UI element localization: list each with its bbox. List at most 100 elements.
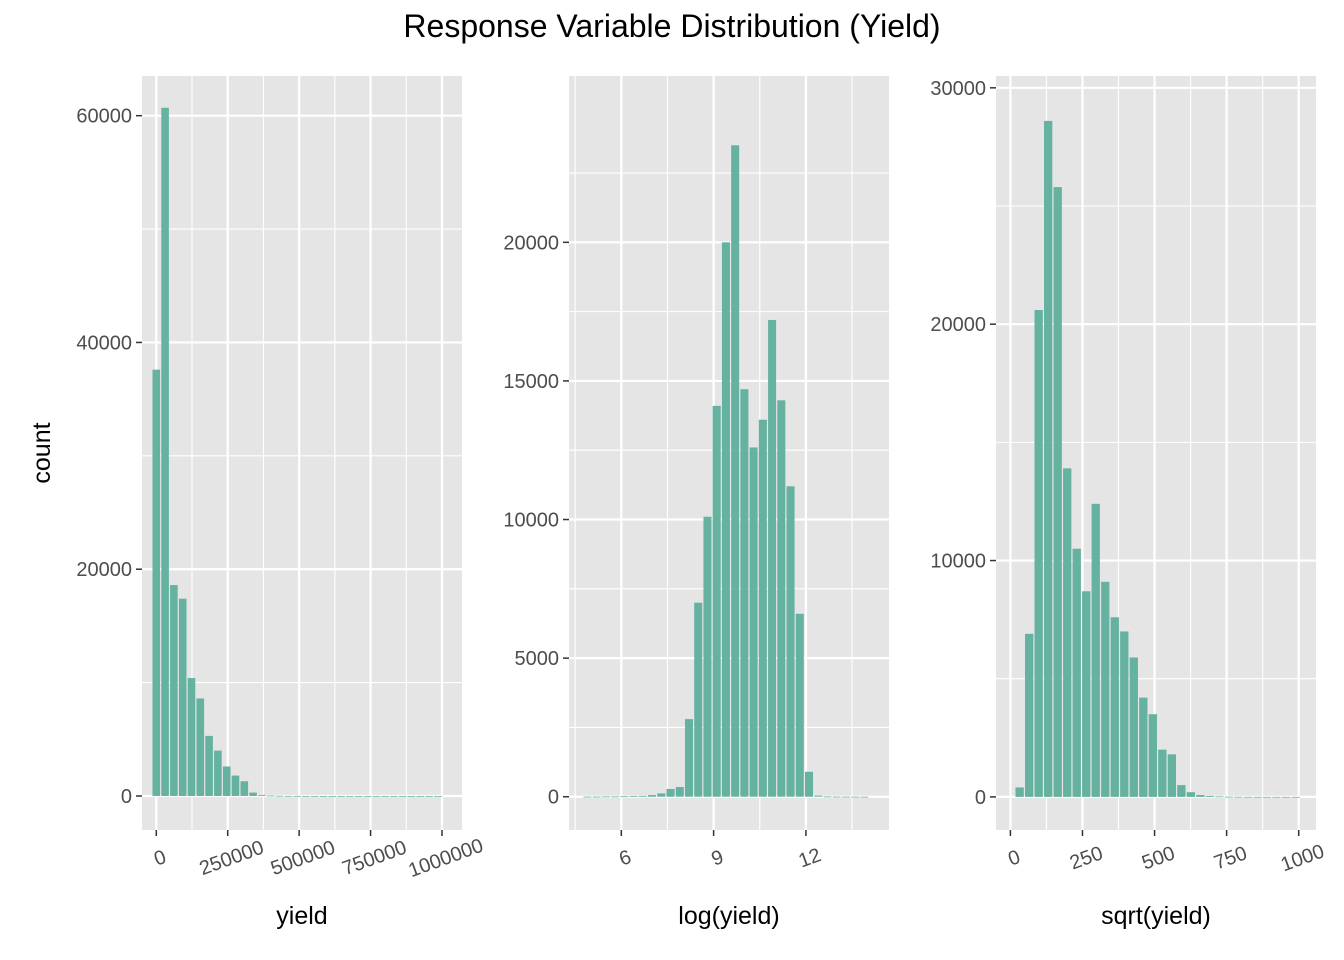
histogram-bar <box>1177 785 1186 797</box>
histogram-bar <box>675 787 684 797</box>
histogram-bar <box>381 795 389 797</box>
histogram-bar <box>620 796 629 798</box>
histogram-bar <box>363 795 372 797</box>
histogram-bar <box>1186 792 1196 797</box>
histogram-bar <box>1120 631 1129 797</box>
histogram-bar <box>740 389 749 797</box>
y-tick-label: 0 <box>975 787 986 809</box>
x-tick-label: 500 <box>1139 842 1178 874</box>
histogram-bar <box>337 795 345 797</box>
x-axis-title: yield <box>276 902 327 930</box>
histogram-bar <box>749 447 758 797</box>
histogram-bar <box>434 795 442 797</box>
x-tick-label: 9 <box>709 846 727 870</box>
histogram-bar <box>721 242 730 797</box>
histogram-bar <box>319 795 328 797</box>
panel-3: 0 10000 20000 30000 0 250 500 750 1000 sqrt(yield… <box>930 76 1327 930</box>
panel-background <box>142 76 462 830</box>
histogram-bar <box>240 781 249 796</box>
histogram-bar <box>196 698 205 796</box>
histogram-bar <box>425 795 433 797</box>
y-tick-label: 0 <box>121 786 132 808</box>
histogram-bar <box>758 419 767 797</box>
histogram-bar <box>1024 633 1034 797</box>
histogram-bar <box>161 107 169 796</box>
y-tick-label: 60000 <box>76 106 132 128</box>
histogram-bar <box>1196 795 1205 797</box>
histogram-bar <box>841 796 850 798</box>
histogram-bar <box>1148 714 1157 797</box>
histogram-bar <box>648 795 657 797</box>
histogram-bar <box>1034 310 1043 797</box>
histogram-bar <box>712 405 721 797</box>
x-tick-label: 750 <box>1211 842 1250 874</box>
figure-title: Response Variable Distribution (Yield) <box>403 8 941 44</box>
histogram-bar <box>1167 754 1177 797</box>
histogram-bar <box>293 795 301 797</box>
histogram-bar <box>258 795 266 796</box>
y-tick-label: 20000 <box>76 559 132 581</box>
histogram-bar <box>1053 187 1062 797</box>
histogram-bar <box>222 766 231 796</box>
histogram-bar <box>284 795 293 797</box>
histogram-bar <box>795 613 804 797</box>
x-tick-label: 500000 <box>268 837 338 881</box>
histogram-bar <box>666 788 675 797</box>
histogram-bar <box>1253 796 1262 798</box>
y-tick-label: 30000 <box>930 78 986 100</box>
y-tick-label: 20000 <box>930 314 986 336</box>
histogram-bar <box>346 795 354 797</box>
histogram-bar <box>1129 657 1138 797</box>
histogram-bar <box>814 795 823 797</box>
x-tick-label: 250000 <box>197 837 267 881</box>
histogram-bar <box>354 795 363 797</box>
histogram-bar <box>302 795 310 797</box>
histogram-bar <box>390 795 398 797</box>
histogram-bar <box>684 719 694 797</box>
histogram-bar <box>638 795 647 797</box>
histogram-bar <box>611 796 620 798</box>
histogram-bar <box>1272 796 1281 798</box>
histogram-bar <box>657 793 666 797</box>
y-tick-label: 0 <box>548 787 559 809</box>
histogram-bar <box>1101 581 1110 797</box>
histogram-bar <box>786 486 795 797</box>
histogram-bar <box>768 319 777 797</box>
histogram-bar <box>328 795 337 797</box>
histogram-bar <box>178 598 187 796</box>
y-tick-label: 20000 <box>503 232 559 254</box>
y-tick-label: 15000 <box>503 371 559 393</box>
histogram-bar <box>851 796 860 798</box>
histogram-bar <box>187 678 196 796</box>
histogram-bar <box>694 602 703 797</box>
histogram-bar <box>372 795 381 797</box>
histogram-bar <box>1291 796 1300 798</box>
histogram-bar <box>777 400 786 797</box>
y-tick-label: 10000 <box>930 551 986 573</box>
histogram-bar <box>275 795 284 797</box>
histogram-bar <box>629 796 638 797</box>
y-axis-title: count <box>28 422 56 483</box>
histogram-bar <box>1082 591 1091 797</box>
histogram-bar <box>152 369 161 796</box>
x-tick-label: 1000000 <box>406 835 487 882</box>
histogram-bar <box>804 771 814 797</box>
histogram-bar <box>1215 796 1224 798</box>
histogram-bar <box>407 795 416 797</box>
panel-2: 0 5000 10000 15000 20000 6 9 12 log(yield) <box>503 76 889 930</box>
histogram-bar <box>310 795 319 797</box>
histogram-bar <box>170 585 178 796</box>
x-tick-label: 1000 <box>1278 840 1327 876</box>
histogram-bar <box>832 796 841 798</box>
histogram-bar <box>1110 617 1119 797</box>
histogram-bar <box>1091 503 1100 797</box>
histogram-bar <box>1139 697 1148 797</box>
panel-1: 0 20000 40000 60000 0 250000 500000 75000010000… <box>28 76 486 930</box>
histogram-bar <box>1281 796 1291 798</box>
y-tick-label: 10000 <box>503 510 559 532</box>
y-tick-label: 5000 <box>515 648 560 670</box>
histogram-bar <box>1205 795 1215 797</box>
histogram-bar <box>231 775 240 796</box>
x-tick-label: 750000 <box>339 837 409 881</box>
